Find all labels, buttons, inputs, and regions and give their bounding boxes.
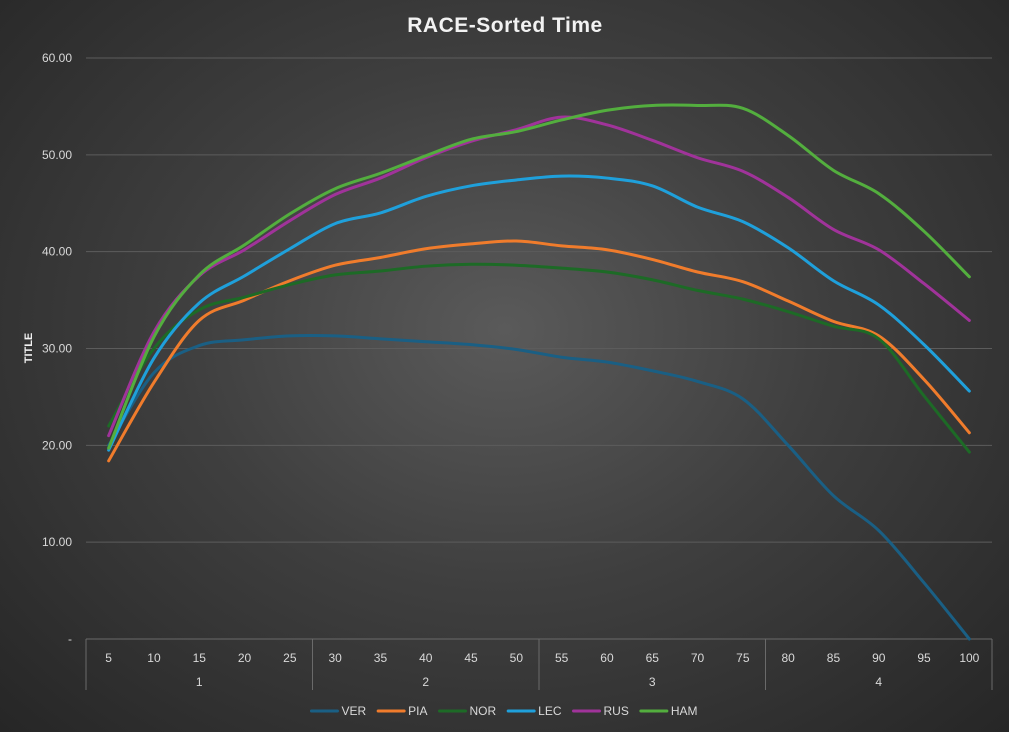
series-line-lec — [107, 174, 971, 452]
y-tick-label: 50.00 — [42, 148, 72, 162]
series-line-rus — [107, 115, 971, 438]
x-tick-label: 100 — [959, 651, 979, 665]
series-line-pia — [107, 239, 971, 463]
group-label: 1 — [196, 675, 203, 689]
legend-label: NOR — [470, 704, 497, 718]
legend-item-lec[interactable]: LEC — [506, 704, 562, 718]
gridlines — [86, 57, 992, 543]
x-tick-label: 45 — [464, 651, 478, 665]
x-axis: 5 10 15 20 25 30 35 40 45 50 55 60 65 70 75 80 85 90 95 100… — [85, 638, 993, 690]
x-tick-label: 10 — [147, 651, 161, 665]
legend-item-ham[interactable]: HAM — [639, 704, 698, 718]
x-tick-label: 35 — [374, 651, 388, 665]
x-tick-label: 5 — [105, 651, 112, 665]
x-tick-label: 90 — [872, 651, 886, 665]
y-tick-labels: - 10.00 20.00 30.00 40.00 50.00 60.00 — [42, 51, 72, 646]
y-tick-label: 10.00 — [42, 535, 72, 549]
group-label: 4 — [875, 675, 882, 689]
y-axis-title: TITLE — [23, 333, 35, 364]
y-tick-label: 40.00 — [42, 245, 72, 259]
y-tick-label: - — [68, 632, 72, 646]
legend-item-pia[interactable]: PIA — [376, 704, 428, 718]
legend-label: HAM — [671, 704, 698, 718]
legend-item-rus[interactable]: RUS — [572, 704, 629, 718]
legend-label: VER — [341, 704, 366, 718]
chart-title: RACE-Sorted Time — [407, 14, 602, 37]
x-tick-label: 60 — [600, 651, 614, 665]
legend-label: PIA — [408, 704, 427, 718]
x-tick-label: 65 — [646, 651, 660, 665]
x-tick-label: 25 — [283, 651, 297, 665]
x-tick-label: 75 — [736, 651, 750, 665]
x-tick-label: 95 — [917, 651, 931, 665]
legend-item-nor[interactable]: NOR — [438, 704, 497, 718]
x-tick-label: 40 — [419, 651, 433, 665]
x-tick-label: 70 — [691, 651, 705, 665]
legend-label: LEC — [538, 704, 562, 718]
y-tick-label: 30.00 — [42, 342, 72, 356]
x-tick-label: 50 — [510, 651, 524, 665]
y-tick-label: 20.00 — [42, 438, 72, 452]
series-line-ver — [107, 333, 971, 641]
x-tick-label: 20 — [238, 651, 252, 665]
group-label: 2 — [422, 675, 429, 689]
group-label: 3 — [649, 675, 656, 689]
legend: VER PIA NOR LEC RUS HAM — [309, 704, 698, 718]
series-line-ham — [107, 103, 971, 450]
y-tick-label: 60.00 — [42, 51, 72, 65]
x-tick-label: 55 — [555, 651, 569, 665]
series-line-nor — [107, 262, 971, 454]
x-tick-label: 85 — [827, 651, 841, 665]
legend-label: RUS — [604, 704, 629, 718]
x-tick-label: 80 — [781, 651, 795, 665]
legend-item-ver[interactable]: VER — [309, 704, 366, 718]
series-lines — [107, 103, 971, 641]
x-tick-label: 15 — [193, 651, 207, 665]
x-tick-label: 30 — [328, 651, 342, 665]
